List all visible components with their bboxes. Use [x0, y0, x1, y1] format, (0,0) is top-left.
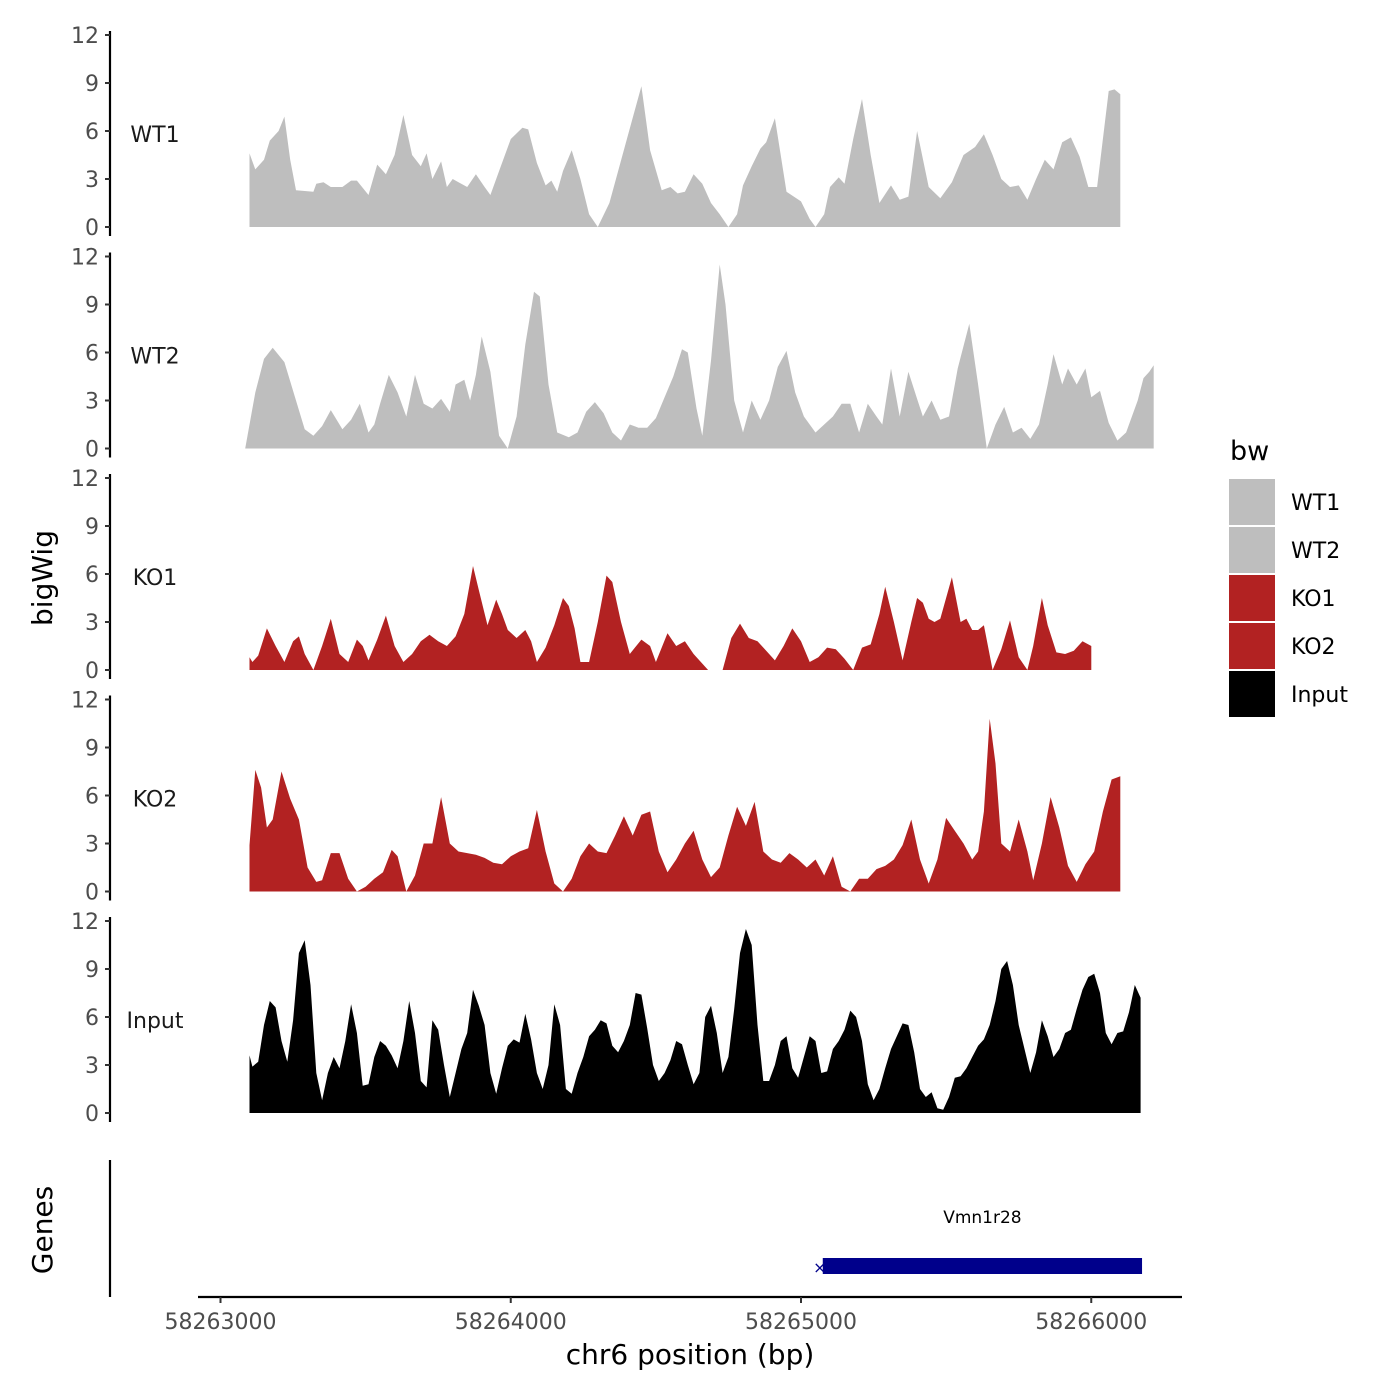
area-ko2 [249, 718, 1121, 892]
legend-label: Input [1291, 683, 1348, 708]
x-tick-label: 58264000 [455, 1310, 567, 1335]
y-tick-label: 6 [85, 1006, 99, 1031]
y-tick-label: 12 [71, 24, 99, 49]
area-wt1 [249, 86, 1121, 227]
y-tick-label: 6 [85, 563, 99, 588]
track-input: 0 3 6 9 12 Input [71, 910, 1141, 1127]
y-tick-label: 0 [85, 438, 99, 463]
track-ko2: 0 3 6 9 12 KO2 [71, 689, 1121, 906]
area-input [249, 929, 1141, 1113]
y-tick-label: 9 [85, 72, 99, 97]
y-tick-label: 3 [85, 833, 99, 858]
y-tick-label: 0 [85, 881, 99, 906]
legend-swatch [1229, 527, 1275, 573]
legend-swatch [1229, 575, 1275, 621]
y-tick-label: 12 [71, 246, 99, 271]
y-tick-label: 3 [85, 168, 99, 193]
area-ko1 [249, 566, 1092, 670]
legend-swatch [1229, 623, 1275, 669]
x-tick-label: 58265000 [745, 1310, 857, 1335]
y-tick-label: 6 [85, 342, 99, 367]
track-wt1: 0 3 6 9 12 WT1 [71, 24, 1121, 241]
y-tick-label: 3 [85, 390, 99, 415]
track-label-wt1: WT1 [130, 123, 179, 148]
y-tick-label: 3 [85, 1054, 99, 1079]
legend-swatch [1229, 671, 1275, 717]
y-tick-label: 0 [85, 659, 99, 684]
track-label-ko1: KO1 [133, 566, 178, 591]
legend-swatch [1229, 479, 1275, 525]
y-tick-label: 9 [85, 958, 99, 983]
gene-body [822, 1258, 1143, 1274]
y-tick-label: 0 [85, 216, 99, 241]
x-tick-label: 58266000 [1035, 1310, 1147, 1335]
y-tick-label: 9 [85, 294, 99, 319]
legend-label: WT2 [1291, 539, 1340, 564]
y-tick-label: 12 [71, 467, 99, 492]
track-label-input: Input [127, 1009, 184, 1034]
track-label-ko2: KO2 [133, 788, 178, 813]
genes-axis-title: Genes [26, 1186, 59, 1274]
y-tick-label: 12 [71, 910, 99, 935]
y-tick-label: 3 [85, 611, 99, 636]
y-tick-label: 12 [71, 689, 99, 714]
gene-strand-marker: × [813, 1258, 826, 1277]
legend-label: WT1 [1291, 491, 1340, 516]
y-axis-title: bigWig [26, 530, 59, 626]
legend-label: KO1 [1291, 587, 1336, 612]
legend-item-wt2: WT2 [1229, 527, 1340, 573]
legend-item-wt1: WT1 [1229, 479, 1340, 525]
legend-item-ko1: KO1 [1229, 575, 1336, 621]
legend-item-ko2: KO2 [1229, 623, 1336, 669]
y-tick-label: 9 [85, 515, 99, 540]
legend-label: KO2 [1291, 635, 1336, 660]
legend-title: bw [1230, 436, 1269, 467]
x-axis: 58263000 58264000 58265000 58266000 [165, 1295, 1182, 1335]
legend-item-input: Input [1229, 671, 1348, 717]
y-tick-label: 6 [85, 785, 99, 810]
track-label-wt2: WT2 [130, 345, 179, 370]
y-tick-label: 6 [85, 120, 99, 145]
legend: bw WT1 WT2 KO1 KO2 Input [1229, 436, 1348, 717]
gene-vmn1r28: × Vmn1r28 [813, 1208, 1143, 1277]
track-wt2: 0 3 6 9 12 WT2 [71, 246, 1154, 463]
genes-panel: × Vmn1r28 [108, 1160, 1143, 1297]
area-wt2 [245, 264, 1154, 449]
y-tick-label: 0 [85, 1102, 99, 1127]
x-tick-label: 58263000 [165, 1310, 277, 1335]
tracks-panel: 0 3 6 9 12 WT1 0 3 6 9 12 WT2 0 3 6 9 12 KO1 0 3 6 9 12 KO2 0 3 6 9… [71, 24, 1154, 1127]
y-tick-label: 9 [85, 737, 99, 762]
gene-label: Vmn1r28 [943, 1208, 1021, 1228]
x-axis-title: chr6 position (bp) [566, 1338, 815, 1371]
track-ko1: 0 3 6 9 12 KO1 [71, 467, 1092, 684]
